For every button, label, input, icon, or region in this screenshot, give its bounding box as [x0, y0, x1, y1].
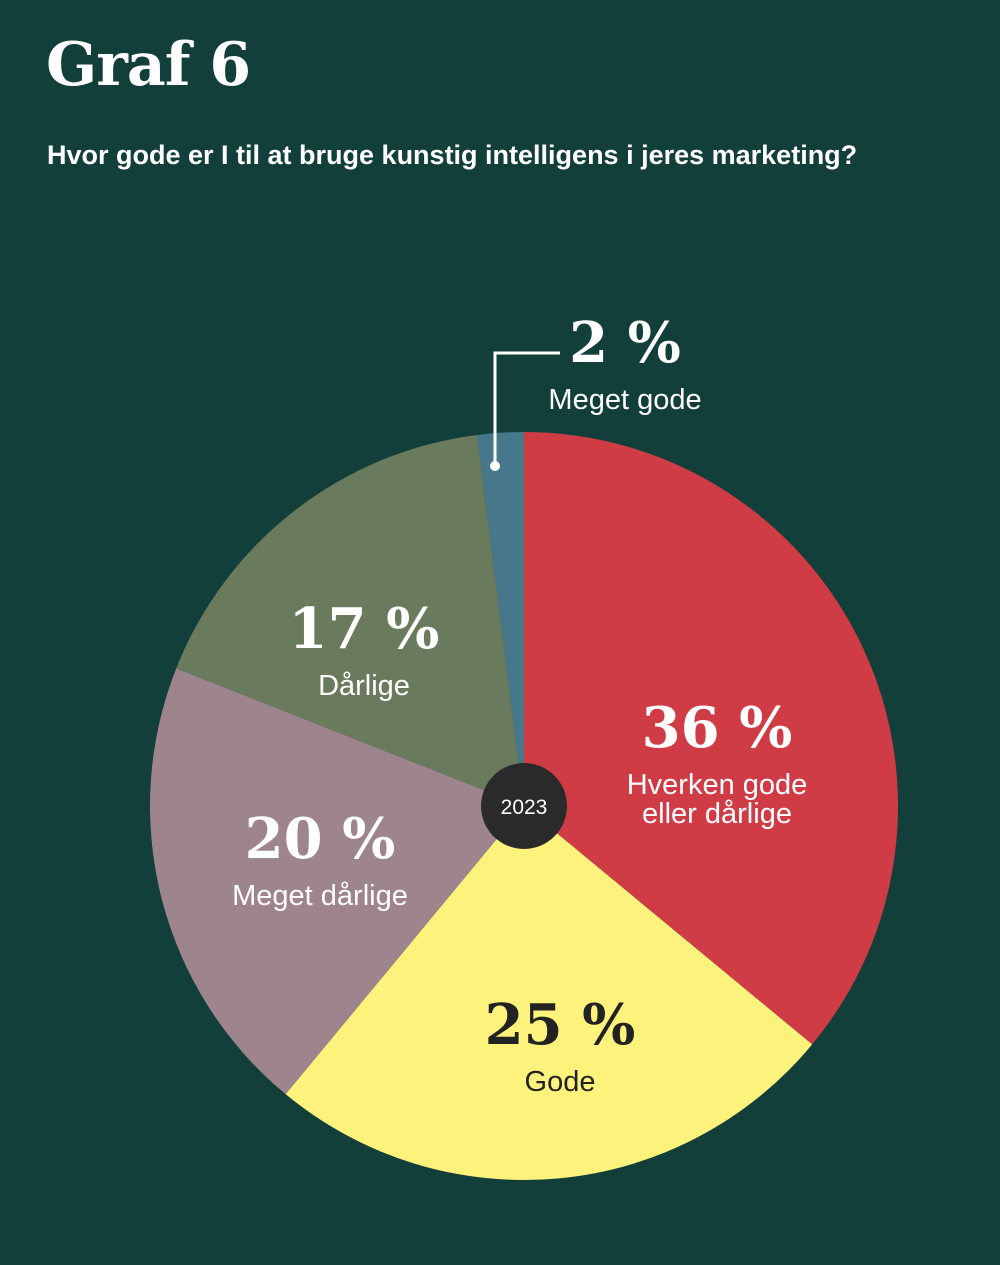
slice-category-label: Gode	[525, 1066, 596, 1098]
leader-dot	[490, 461, 500, 471]
leader-line	[490, 351, 560, 471]
pie-slice-d-rlige	[176, 434, 524, 806]
slice-value-label: 25 %	[485, 992, 636, 1058]
slice-category-label: Meget gode	[548, 384, 701, 416]
center-year-label: 2023	[501, 796, 548, 819]
slice-value-label: 2 %	[569, 310, 681, 376]
pie-slice-meget-d-rlige	[149, 668, 524, 1095]
pie-slices	[149, 432, 898, 1180]
slice-value-label: 20 %	[245, 806, 396, 872]
slice-category-label: Dårlige	[318, 670, 410, 702]
pie-slice-hverken-gode-eller-d-rlige	[524, 432, 898, 1045]
slice-category-label: eller dårlige	[642, 798, 792, 830]
slice-category-label: Hverken gode	[627, 769, 808, 801]
slice-value-label: 17 %	[289, 596, 440, 662]
slice-value-label: 36 %	[642, 695, 793, 761]
center-badge: 2023	[481, 763, 567, 849]
chart-title: Graf 6	[46, 30, 251, 100]
center-dot	[481, 763, 567, 849]
leader-line-path	[493, 351, 560, 466]
pie-slice-gode	[285, 806, 813, 1180]
pie-slice-meget-gode	[477, 432, 524, 806]
slice-category-label: Meget dårlige	[232, 880, 408, 912]
chart-subtitle: Hvor gode er I til at bruge kunstig inte…	[47, 140, 858, 170]
